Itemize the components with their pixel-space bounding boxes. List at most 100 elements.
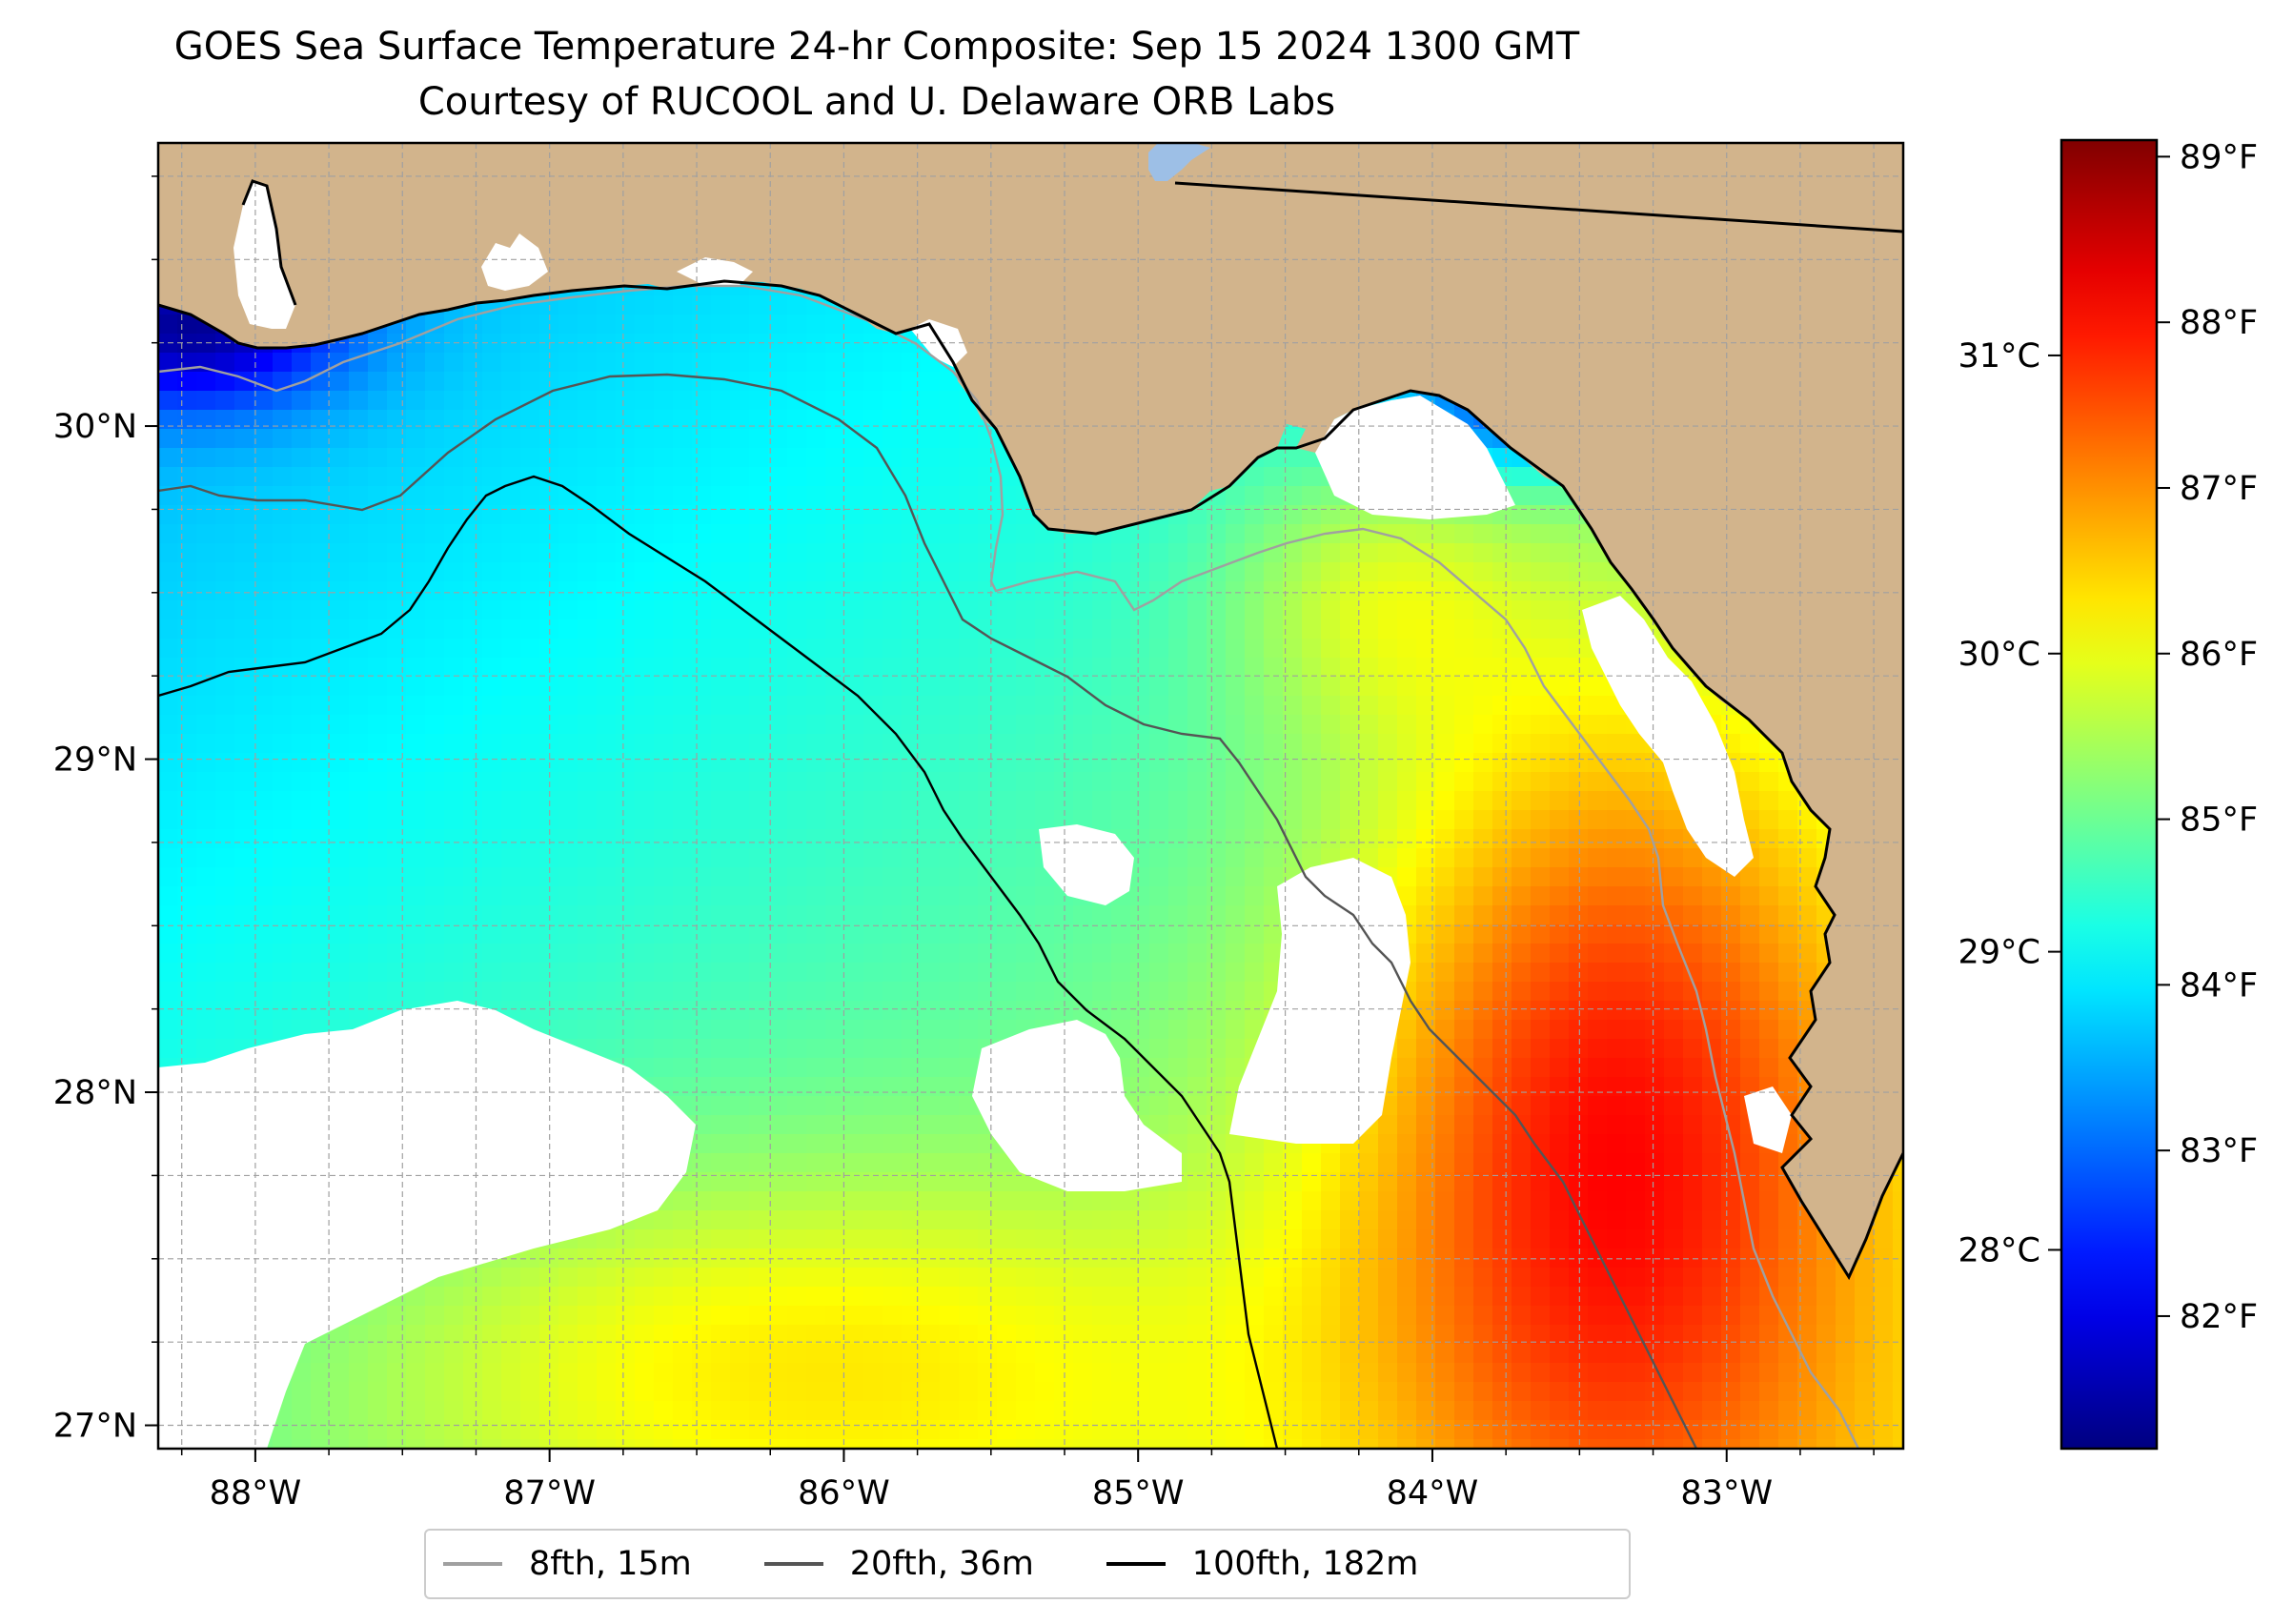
sst-cell	[1397, 600, 1417, 620]
sst-cell	[1245, 905, 1265, 925]
sst-cell	[883, 1172, 903, 1192]
sst-cell	[1016, 1306, 1036, 1326]
sst-cell	[1512, 1039, 1532, 1059]
sst-cell	[749, 658, 769, 678]
sst-cell	[1245, 1210, 1265, 1230]
sst-cell	[863, 753, 883, 773]
sst-cell	[1054, 677, 1074, 697]
sst-cell	[254, 677, 274, 697]
sst-cell	[997, 905, 1017, 925]
sst-cell	[1168, 1001, 1188, 1021]
sst-cell	[1492, 1210, 1512, 1230]
sst-cell	[387, 677, 407, 697]
sst-cell	[768, 1001, 788, 1021]
sst-cell	[1302, 677, 1322, 697]
sst-cell	[406, 486, 426, 506]
sst-cell	[1149, 1268, 1169, 1288]
sst-cell	[463, 658, 483, 678]
sst-cell	[1512, 600, 1532, 620]
sst-cell	[1207, 1420, 1227, 1440]
sst-cell	[959, 1382, 979, 1402]
sst-cell	[616, 1344, 636, 1364]
sst-cell	[444, 543, 464, 563]
sst-cell	[1073, 1439, 1093, 1449]
sst-cell	[1130, 1306, 1150, 1326]
sst-cell	[1035, 1001, 1055, 1021]
sst-cell	[825, 600, 845, 620]
sst-cell	[1435, 1001, 1455, 1021]
sst-cell	[1130, 581, 1150, 601]
sst-cell	[1226, 1191, 1246, 1211]
sst-cell	[1149, 1439, 1169, 1449]
sst-cell	[825, 1096, 845, 1116]
sst-cell	[921, 734, 941, 754]
sst-cell	[825, 467, 845, 487]
sst-cell	[1378, 1229, 1398, 1249]
sst-cell	[1359, 715, 1379, 735]
sst-cell	[1302, 524, 1322, 544]
sst-cell	[863, 867, 883, 887]
sst-cell	[1454, 715, 1474, 735]
sst-cell	[1454, 1020, 1474, 1040]
sst-cell	[902, 696, 922, 716]
sst-cell	[1416, 1306, 1436, 1326]
sst-cell	[1473, 886, 1493, 906]
sst-cell	[597, 1420, 617, 1440]
sst-cell	[806, 982, 826, 1002]
sst-cell	[883, 581, 903, 601]
sst-cell	[1054, 810, 1074, 830]
sst-cell	[825, 448, 845, 468]
sst-cell	[1435, 753, 1455, 773]
sst-cell	[1473, 905, 1493, 925]
sst-cell	[844, 1153, 864, 1173]
sst-cell	[254, 848, 274, 868]
sst-cell	[902, 848, 922, 868]
sst-cell	[1378, 1382, 1398, 1402]
sst-cell	[520, 353, 540, 373]
sst-cell	[349, 1401, 369, 1421]
sst-cell	[196, 772, 216, 792]
sst-cell	[844, 1344, 864, 1364]
sst-cell	[425, 1363, 445, 1383]
sst-cell	[673, 600, 693, 620]
sst-cell	[921, 658, 941, 678]
sst-cell	[902, 410, 922, 430]
sst-cell	[578, 944, 598, 964]
sst-cell	[1454, 639, 1474, 659]
sst-cell	[883, 1268, 903, 1288]
sst-cell	[692, 810, 712, 830]
sst-cell	[844, 1020, 864, 1040]
sst-cell	[1111, 1363, 1131, 1383]
sst-cell	[1492, 1020, 1512, 1040]
sst-cell	[463, 963, 483, 983]
sst-cell	[825, 791, 845, 811]
sst-cell	[959, 905, 979, 925]
sst-cell	[349, 753, 369, 773]
sst-cell	[940, 886, 960, 906]
sst-cell	[997, 1382, 1017, 1402]
sst-cell	[921, 1420, 941, 1440]
sst-cell	[1092, 1325, 1112, 1345]
sst-cell	[711, 1325, 731, 1345]
sst-cell	[673, 924, 693, 944]
sst-cell	[311, 963, 331, 983]
sst-cell	[406, 753, 426, 773]
sst-cell	[730, 982, 750, 1002]
sst-cell	[482, 772, 502, 792]
sst-cell	[1149, 867, 1169, 887]
sst-cell	[1378, 1268, 1398, 1288]
sst-cell	[1187, 810, 1207, 830]
sst-cell	[616, 696, 636, 716]
sst-cell	[1168, 677, 1188, 697]
sst-cell	[1512, 848, 1532, 868]
sst-cell	[825, 1001, 845, 1021]
sst-cell	[501, 829, 521, 849]
sst-cell	[330, 848, 350, 868]
sst-cell	[711, 1172, 731, 1192]
sst-cell	[959, 1153, 979, 1173]
sst-cell	[1416, 1115, 1436, 1135]
sst-cell	[902, 1344, 922, 1364]
sst-cell	[1492, 1344, 1512, 1364]
sst-cell	[234, 944, 254, 964]
sst-cell	[883, 1153, 903, 1173]
